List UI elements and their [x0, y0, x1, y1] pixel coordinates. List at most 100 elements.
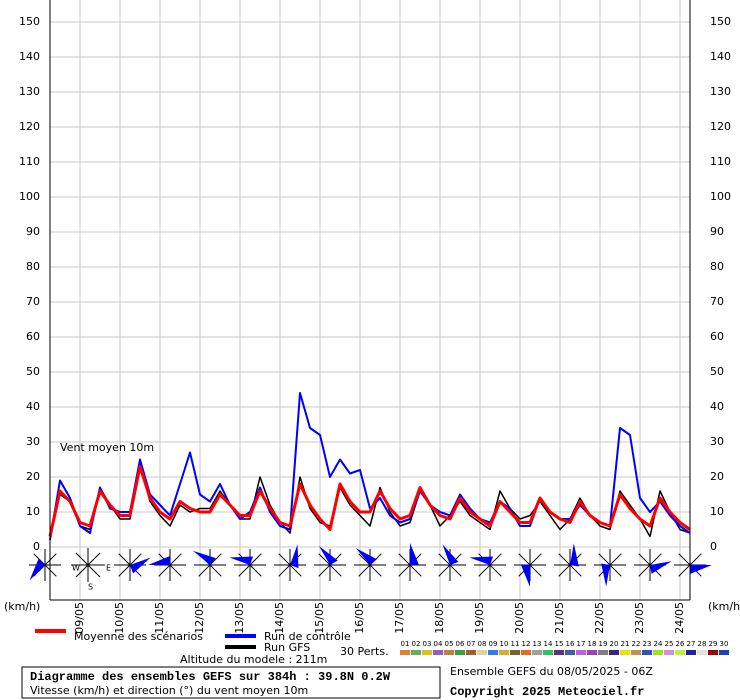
perturbation-name: 25 — [665, 640, 674, 648]
perturbation-swatch — [653, 650, 663, 655]
perturbation-swatch — [488, 650, 498, 655]
x-tick-label: 19/05 — [473, 602, 486, 634]
perturbation-swatch — [576, 650, 586, 655]
wind-arrow — [148, 556, 170, 565]
perturbation-legend: 01 02 03 04 05 06 07 08 09 10 11 12 13 14 15 16 17 18 19 20… — [400, 640, 729, 655]
x-tick-label: 13/05 — [233, 602, 246, 634]
compass-e: E — [106, 564, 111, 573]
wind-arrow — [570, 543, 579, 567]
lines — [48, 392, 691, 541]
perturbation-name: 23 — [643, 640, 652, 648]
perturbation-name: 01 — [401, 640, 410, 648]
wind-arrow — [29, 558, 45, 581]
y-tick-label: 150 — [19, 15, 40, 28]
perturbation-name: 13 — [533, 640, 542, 648]
y-tick-label: 10 — [26, 505, 40, 518]
y-tick-label: 70 — [26, 295, 40, 308]
wind-arrow — [521, 565, 530, 587]
y-tick-label: 130 — [19, 85, 40, 98]
wind-arrow — [601, 563, 610, 587]
y-tick-label: 90 — [26, 225, 40, 238]
x-tick-label: 14/05 — [273, 602, 286, 634]
wind-arrow — [229, 556, 254, 565]
perturbation-name: 29 — [709, 640, 718, 648]
perturbation-swatch — [609, 650, 619, 655]
wind-arrow — [690, 565, 712, 574]
y-tick-label: 30 — [26, 435, 40, 448]
perturbation-swatch — [675, 650, 685, 655]
y-tick-label: 20 — [26, 470, 40, 483]
legend-label: Run GFS — [264, 641, 310, 654]
wind-arrow — [290, 544, 299, 569]
perturbation-swatch — [631, 650, 641, 655]
x-tick-label: 17/05 — [393, 602, 406, 634]
perturbation-swatch — [697, 650, 707, 655]
perturbation-swatch — [400, 650, 410, 655]
x-tick-label: 12/05 — [193, 602, 206, 634]
footer-subtitle: Vitesse (km/h) et direction (°) du vent … — [30, 684, 308, 697]
y-tick-label: 110 — [710, 155, 731, 168]
y-tick-label: 100 — [710, 190, 731, 203]
perturbation-name: 15 — [555, 640, 564, 648]
y-tick-label: 80 — [26, 260, 40, 273]
perturbation-name: 16 — [566, 640, 575, 648]
y-unit-right: (km/h) — [708, 600, 740, 613]
perturbation-name: 10 — [500, 640, 509, 648]
y-tick-label: 140 — [19, 50, 40, 63]
perturbation-name: 27 — [687, 640, 696, 648]
perturbation-name: 04 — [434, 640, 443, 648]
perturbation-swatch — [565, 650, 575, 655]
perturbation-name: 30 — [720, 640, 729, 648]
y-unit-left: (km/h) — [4, 600, 40, 613]
y-tick-label: 100 — [19, 190, 40, 203]
perturbation-name: 17 — [577, 640, 586, 648]
legend-label: Run de contrôle — [264, 630, 351, 643]
perturbation-swatch — [664, 650, 674, 655]
y-tick-label: 150 — [710, 15, 731, 28]
perturbation-swatch — [433, 650, 443, 655]
wind-row — [29, 543, 712, 587]
perturbation-name: 24 — [654, 640, 663, 648]
x-tick-label: 11/05 — [153, 602, 166, 634]
y-tick-label: 50 — [710, 365, 724, 378]
wind-arrow — [319, 545, 338, 565]
wind-arrow — [355, 548, 377, 565]
y-tick-label: 130 — [710, 85, 731, 98]
perturbation-swatch — [642, 650, 652, 655]
perturbation-name: 14 — [544, 640, 553, 648]
y-tick-label: 110 — [19, 155, 40, 168]
x-tick-label: 15/05 — [313, 602, 326, 634]
x-tick-label: 22/05 — [593, 602, 606, 634]
wind-arrow — [650, 561, 672, 574]
perturbation-name: 02 — [412, 640, 421, 648]
y-tick-label: 80 — [710, 260, 724, 273]
x-tick-label: 10/05 — [113, 602, 126, 634]
y-tick-label: 120 — [19, 120, 40, 133]
compass-w: W — [72, 564, 80, 573]
altitude: Altitude du modele : 211m — [180, 653, 327, 666]
perturbation-swatch — [532, 650, 542, 655]
perturbation-name: 11 — [511, 640, 520, 648]
y-tick-label: 30 — [710, 435, 724, 448]
perturbation-swatch — [686, 650, 696, 655]
y-tick-label: 140 — [710, 50, 731, 63]
perturbation-name: 22 — [632, 640, 641, 648]
perturbation-swatch — [719, 650, 729, 655]
y-tick-label: 10 — [710, 505, 724, 518]
perturbation-name: 19 — [599, 640, 608, 648]
perturbation-swatch — [543, 650, 553, 655]
run-info: Ensemble GEFS du 08/05/2025 - 06Z — [450, 665, 653, 678]
perturbation-name: 21 — [621, 640, 630, 648]
compass-s: S — [88, 583, 93, 592]
compass — [71, 548, 105, 582]
perturbation-swatch — [411, 650, 421, 655]
y-tick-label: 70 — [710, 295, 724, 308]
y-tick-label: 50 — [26, 365, 40, 378]
perturbation-swatch — [510, 650, 520, 655]
perturbation-name: 28 — [698, 640, 707, 648]
perturbation-swatch — [444, 650, 454, 655]
perturbation-name: 26 — [676, 640, 685, 648]
x-tick-label: 16/05 — [353, 602, 366, 634]
